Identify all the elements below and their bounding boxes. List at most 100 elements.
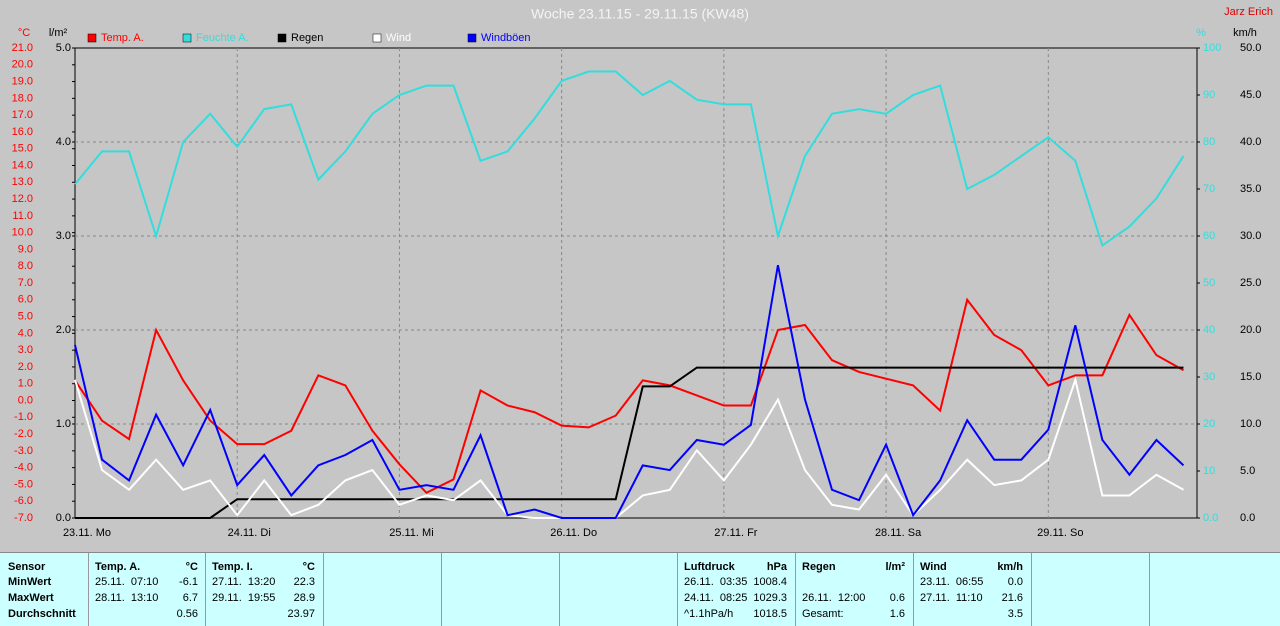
- stat-value: 1018.5: [753, 608, 787, 620]
- y-tick-label: 18.0: [12, 92, 33, 104]
- y2-tick-label: 4.0: [56, 136, 71, 148]
- y2-tick-label: 1.0: [56, 418, 71, 430]
- y-tick-label: -7.0: [14, 512, 33, 524]
- group-unit: °C: [185, 561, 198, 573]
- legend-swatch: [467, 33, 477, 43]
- y-tick-label: 17.0: [12, 109, 33, 121]
- x-tick-label: 27.11. Fr: [714, 527, 758, 539]
- y2-tick-label: 0.0: [56, 512, 71, 524]
- y-tick-label: 11.0: [12, 210, 33, 222]
- y-tick-label: 9.0: [18, 243, 33, 255]
- stat-value: 1008.4: [753, 576, 787, 588]
- legend-swatch: [182, 33, 192, 43]
- author: Jarz Erich: [1224, 6, 1273, 18]
- x-tick-label: 25.11. Mi: [389, 527, 433, 539]
- y3-axis-title: %: [1196, 27, 1206, 39]
- y-tick-label: -6.0: [14, 495, 33, 507]
- group-unit: l/m²: [885, 561, 905, 573]
- y2-tick-label: 5.0: [56, 42, 71, 54]
- y-tick-label: 4.0: [18, 327, 33, 339]
- y-tick-label: 8.0: [18, 260, 33, 272]
- y-tick-label: 7.0: [18, 277, 33, 289]
- stat-value: 0.56: [176, 608, 198, 620]
- y-tick-label: 15.0: [12, 143, 33, 155]
- group-name: Regen: [802, 561, 836, 573]
- y4-tick-label: 0.0: [1240, 512, 1255, 524]
- series-line: [74, 264, 1185, 519]
- stat-time: 26.11. 03:35: [684, 576, 748, 588]
- row-label: Sensor: [8, 561, 46, 573]
- y-axis-title: °C: [18, 27, 30, 39]
- column-separator: [323, 553, 324, 626]
- group-unit: °C: [302, 561, 315, 573]
- y2-axis-title: l/m²: [49, 27, 68, 39]
- column-separator: [1031, 553, 1032, 626]
- legend-label: Temp. A.: [101, 32, 144, 44]
- y-tick-label: 0.0: [18, 394, 33, 406]
- group-name: Wind: [920, 561, 947, 573]
- y3-tick-label: 30: [1203, 371, 1215, 383]
- y-tick-label: 6.0: [18, 294, 33, 306]
- stat-value: 21.6: [1001, 592, 1023, 604]
- x-tick-label: 23.11. Mo: [63, 527, 111, 539]
- column-separator: [677, 553, 678, 626]
- stat-time: 27.11. 11:10: [920, 592, 983, 604]
- stat-value: 1029.3: [753, 592, 787, 604]
- y4-tick-label: 40.0: [1240, 136, 1261, 148]
- series-line: [74, 297, 1184, 495]
- y-tick-label: 5.0: [18, 310, 33, 322]
- y-tick-label: 3.0: [18, 344, 33, 356]
- column-separator: [559, 553, 560, 626]
- x-tick-label: 29.11. So: [1037, 527, 1083, 539]
- y-tick-label: 1.0: [18, 378, 33, 390]
- y3-tick-label: 70: [1203, 183, 1215, 195]
- y-tick-label: 10.0: [12, 227, 33, 239]
- y3-tick-label: 10: [1203, 465, 1215, 477]
- stat-time: 27.11. 13:20: [212, 576, 276, 588]
- y-tick-label: 13.0: [12, 176, 33, 188]
- stat-value: 1.6: [889, 608, 905, 620]
- column-separator: [1149, 553, 1150, 626]
- x-tick-label: 26.11. Do: [550, 527, 597, 539]
- y4-tick-label: 10.0: [1240, 418, 1261, 430]
- y3-tick-label: 90: [1203, 89, 1215, 101]
- stat-value: 0.6: [889, 592, 905, 604]
- y4-tick-label: 25.0: [1240, 277, 1261, 289]
- x-tick-label: 28.11. Sa: [875, 527, 922, 539]
- y-tick-label: -1.0: [14, 411, 33, 423]
- legend-label: Regen: [291, 32, 323, 44]
- y-tick-label: -5.0: [14, 478, 33, 490]
- stat-time: 28.11. 13:10: [95, 592, 159, 604]
- stat-value: 6.7: [182, 592, 198, 604]
- y-tick-label: 19.0: [12, 75, 33, 87]
- row-label: MaxWert: [8, 592, 54, 604]
- y4-tick-label: 45.0: [1240, 89, 1261, 101]
- y4-tick-label: 20.0: [1240, 324, 1261, 336]
- legend-label: Wind: [386, 32, 411, 44]
- y-tick-label: -3.0: [14, 445, 33, 457]
- series-line: [75, 366, 1184, 519]
- stat-time: 23.11. 06:55: [920, 576, 984, 588]
- y-tick-label: 12.0: [12, 193, 33, 205]
- series-line: [74, 376, 1184, 519]
- y2-tick-label: 2.0: [56, 324, 71, 336]
- column-separator: [88, 553, 89, 626]
- chart: Woche 23.11.15 - 29.11.15 (KW48) Jarz Er…: [11, 5, 1273, 539]
- group-name: Luftdruck: [684, 561, 735, 573]
- row-label: Durchschnitt: [8, 608, 76, 620]
- y3-tick-label: 0.0: [1203, 512, 1218, 524]
- y-tick-label: 21.0: [12, 42, 33, 54]
- stat-value: 3.5: [1007, 608, 1023, 620]
- column-separator: [795, 553, 796, 626]
- y-tick-label: -2.0: [14, 428, 33, 440]
- legend-swatch: [372, 33, 382, 43]
- y-tick-label: 20.0: [12, 59, 33, 71]
- stat-time: 26.11. 12:00: [802, 592, 866, 604]
- group-unit: km/h: [997, 561, 1023, 573]
- y-tick-label: 14.0: [12, 159, 33, 171]
- stat-time: Gesamt:: [802, 608, 844, 620]
- group-name: Temp. I.: [212, 561, 253, 573]
- y4-tick-label: 15.0: [1240, 371, 1261, 383]
- legend-swatch: [277, 33, 287, 43]
